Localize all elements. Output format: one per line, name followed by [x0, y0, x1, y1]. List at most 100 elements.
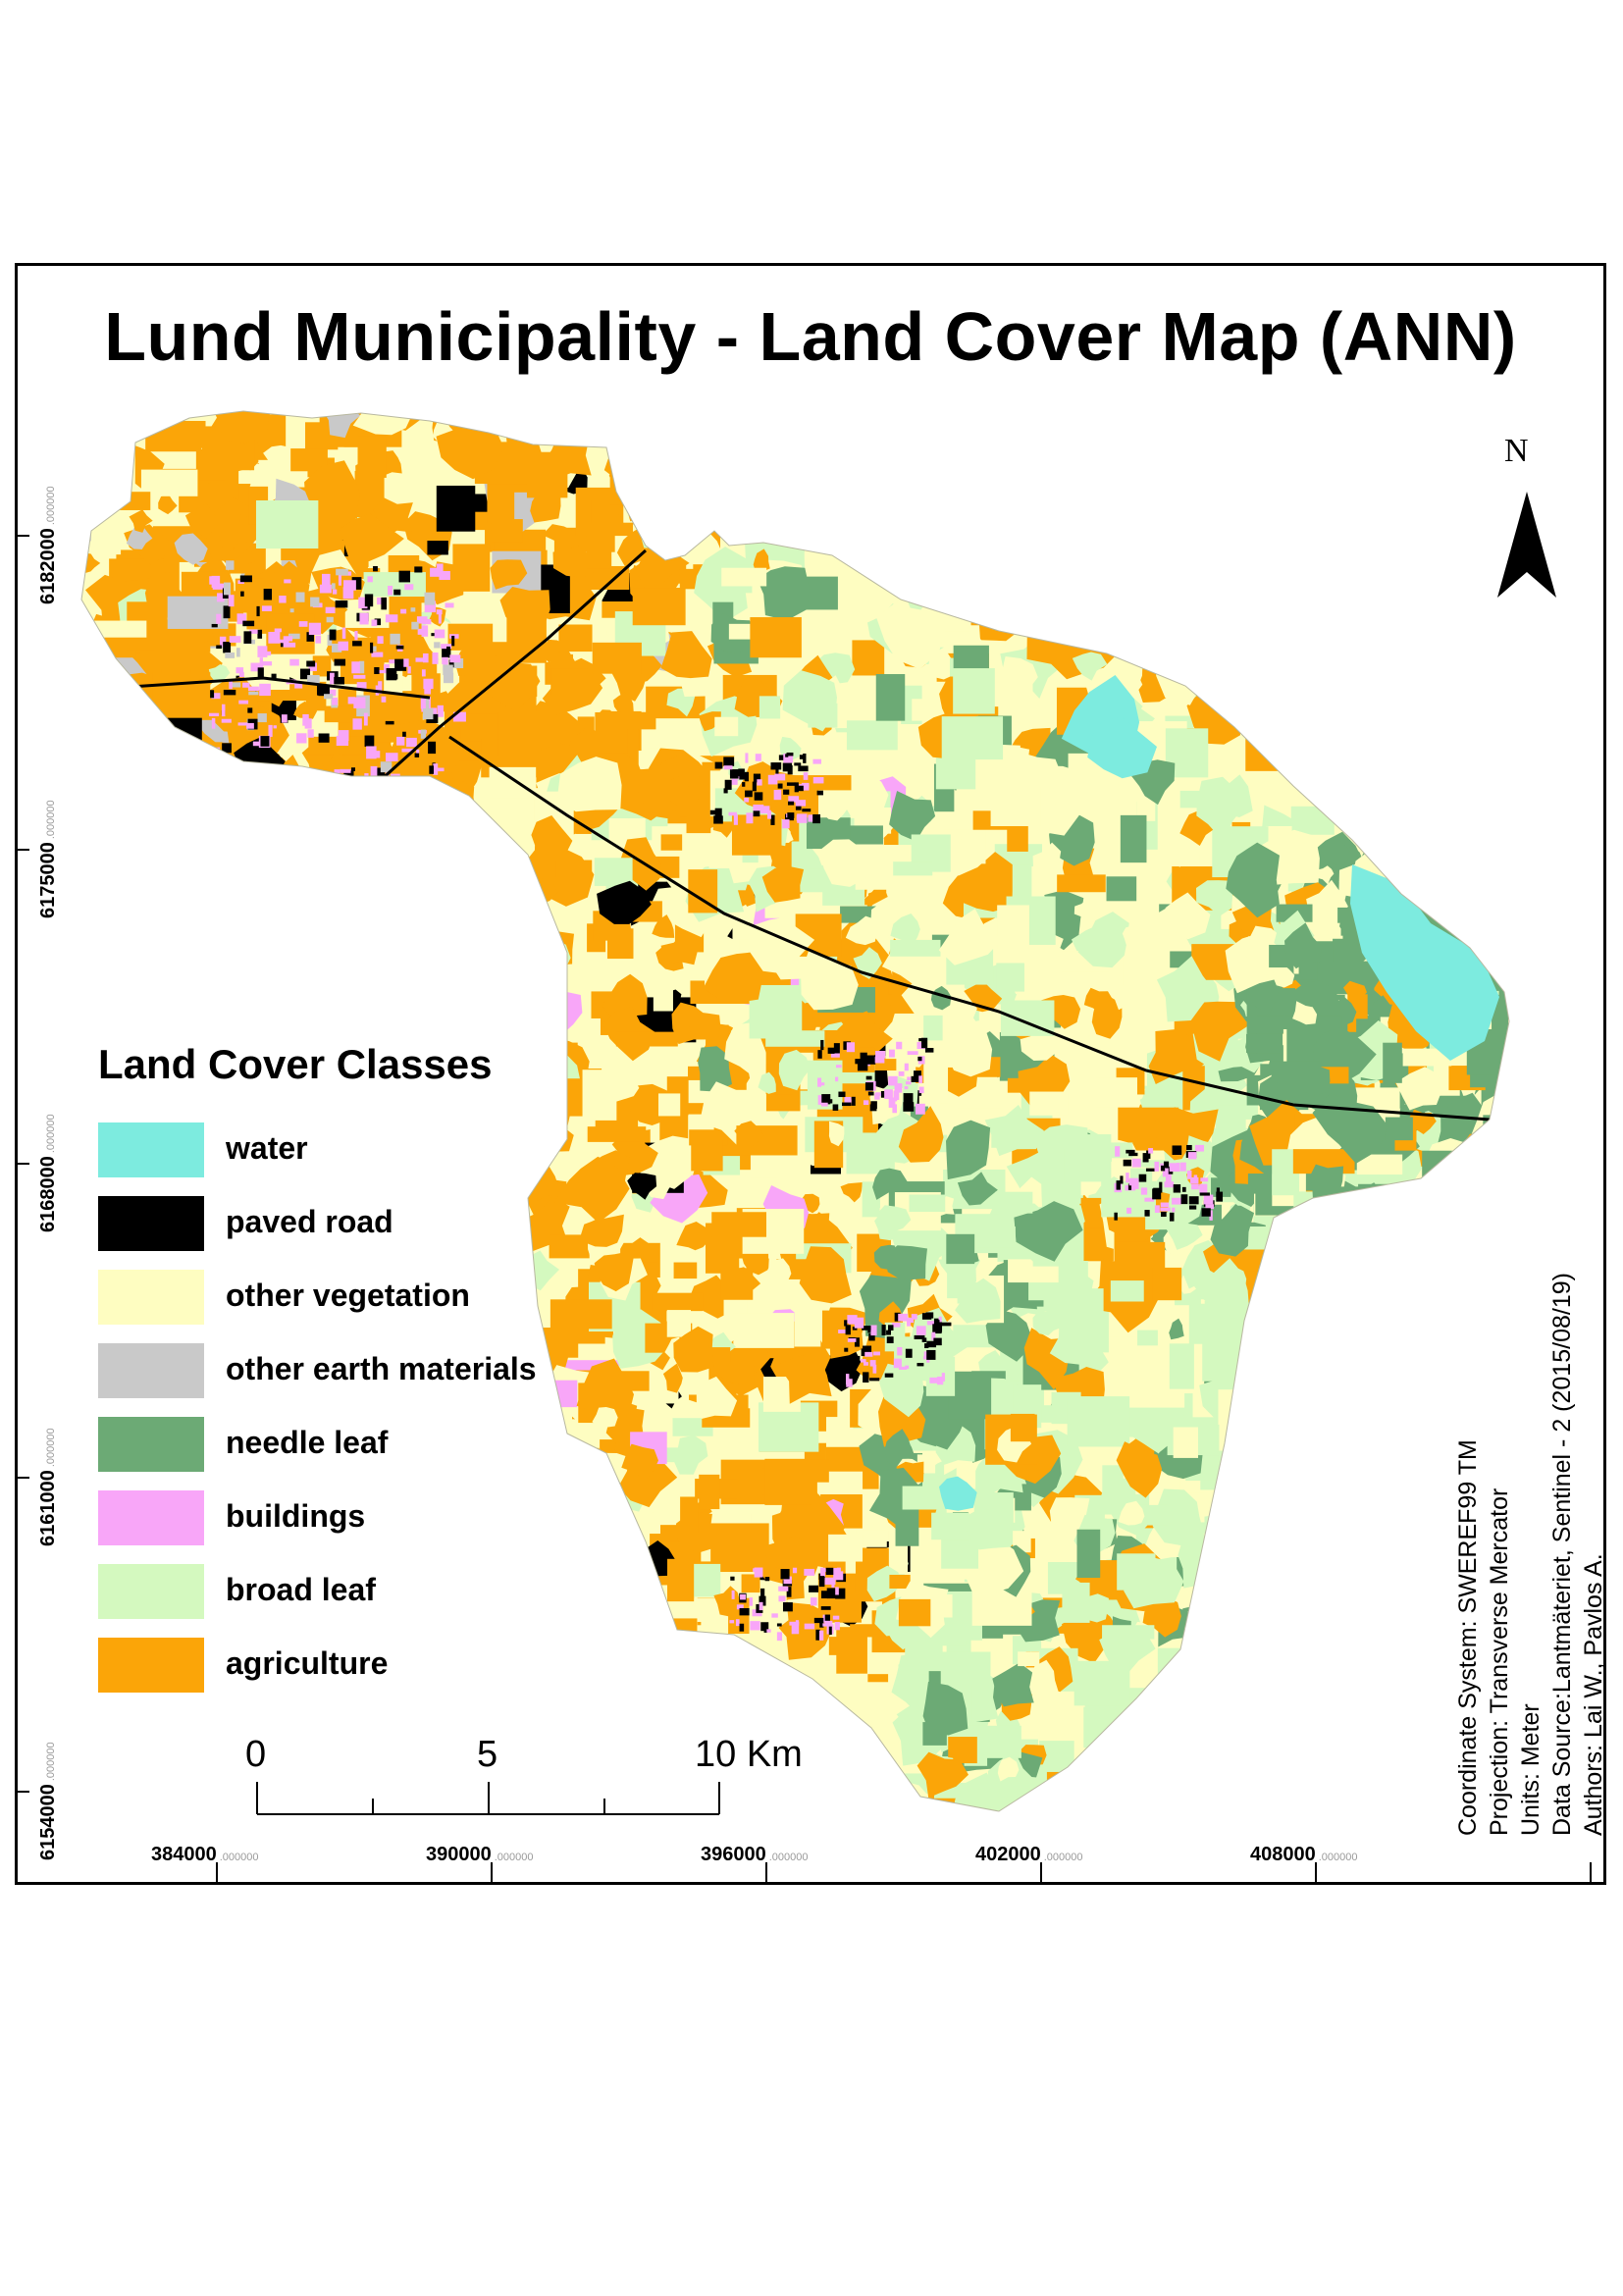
land-cover-patch	[1155, 597, 1218, 620]
land-cover-patch	[893, 861, 933, 876]
town-patch	[1172, 1197, 1181, 1205]
town-patch	[731, 778, 738, 785]
land-cover-patch	[263, 560, 305, 611]
land-cover-patch	[1252, 615, 1304, 683]
urban-patch	[246, 722, 254, 729]
town-patch	[926, 1321, 938, 1326]
urban-patch	[370, 765, 378, 779]
land-cover-patch	[352, 786, 398, 831]
town-patch	[795, 803, 802, 810]
land-cover-patch	[81, 724, 115, 785]
town-patch	[1200, 1177, 1209, 1182]
land-cover-patch	[91, 411, 132, 444]
land-cover-patch	[1072, 652, 1108, 681]
land-cover-patch	[610, 1561, 635, 1588]
land-cover-patch	[597, 880, 652, 924]
land-cover-patch	[1202, 1331, 1252, 1382]
land-cover-patch	[1245, 1665, 1306, 1707]
land-cover-patch	[845, 915, 878, 946]
town-patch	[857, 1355, 861, 1360]
urban-patch	[416, 749, 420, 754]
town-patch	[828, 1099, 833, 1104]
land-cover-patch	[1086, 558, 1121, 586]
town-patch	[1123, 1159, 1131, 1167]
land-cover-patch	[714, 716, 739, 737]
urban-patch	[446, 646, 450, 655]
urban-patch	[261, 605, 272, 611]
town-patch	[803, 772, 809, 780]
town-patch	[1146, 1150, 1151, 1159]
urban-patch	[212, 583, 226, 590]
land-cover-patch	[494, 1506, 560, 1565]
land-cover-patch	[1218, 1389, 1258, 1425]
town-patch	[1161, 1211, 1167, 1218]
land-cover-patch	[654, 1649, 711, 1698]
land-cover-patch	[164, 740, 183, 763]
town-patch	[1173, 1184, 1181, 1193]
land-cover-patch	[1191, 533, 1210, 553]
town-patch	[864, 1351, 873, 1357]
land-cover-patch	[702, 432, 724, 480]
land-cover-patch	[1114, 979, 1144, 1011]
urban-patch	[336, 735, 349, 747]
town-patch	[1186, 1144, 1192, 1151]
land-cover-patch	[357, 436, 387, 478]
urban-patch	[425, 698, 430, 710]
land-cover-patch	[898, 1106, 944, 1163]
x-tick-suffix: .000000	[494, 1852, 534, 1863]
urban-patch	[422, 619, 432, 625]
land-cover-patch	[1076, 1529, 1101, 1578]
land-cover-patch	[1017, 551, 1043, 577]
land-cover-patch	[602, 411, 644, 431]
land-cover-patch	[126, 525, 153, 549]
land-cover-patch	[1152, 1267, 1182, 1301]
town-patch	[812, 758, 822, 764]
land-cover-patch	[154, 420, 206, 448]
land-cover-patch	[561, 1489, 619, 1528]
town-patch	[794, 762, 802, 766]
urban-patch	[352, 641, 362, 647]
land-cover-patch	[1187, 1759, 1249, 1775]
land-cover-patch	[1473, 839, 1509, 900]
land-cover-patch	[592, 642, 642, 674]
town-patch	[820, 1039, 824, 1051]
land-cover-patch	[898, 1660, 921, 1681]
urban-patch	[451, 658, 464, 669]
town-patch	[898, 1070, 905, 1076]
urban-patch	[221, 718, 232, 723]
urban-patch	[347, 697, 356, 704]
land-cover-patch	[1502, 1156, 1509, 1189]
land-cover-patch	[1233, 1754, 1282, 1786]
other-earth-materials-swatch	[98, 1343, 204, 1398]
land-cover-patch	[81, 678, 124, 741]
town-patch	[903, 1093, 914, 1104]
legend-title: Land Cover Classes	[98, 1041, 493, 1087]
land-cover-patch	[1106, 583, 1149, 610]
land-cover-patch	[463, 411, 482, 432]
town-patch	[1126, 1149, 1135, 1154]
town-patch	[817, 1095, 824, 1105]
land-cover-patch	[127, 729, 148, 766]
urban-patch	[308, 662, 317, 671]
town-patch	[801, 782, 810, 791]
town-patch	[896, 1041, 903, 1050]
town-patch	[770, 814, 775, 825]
urban-patch	[294, 682, 303, 689]
land-cover-patch	[1332, 1197, 1371, 1219]
urban-patch	[289, 658, 299, 666]
urban-patch	[308, 622, 322, 636]
town-patch	[746, 812, 754, 824]
town-patch	[755, 754, 761, 761]
town-patch	[744, 771, 749, 782]
urban-patch	[386, 668, 397, 681]
urban-patch	[288, 705, 294, 714]
land-cover-patch	[542, 1619, 574, 1651]
land-cover-patch	[1024, 981, 1044, 1002]
land-cover-patch	[909, 1194, 946, 1213]
land-cover-patch	[222, 771, 269, 816]
legend-label: other vegetation	[226, 1278, 470, 1313]
town-patch	[846, 1042, 856, 1053]
land-cover-patch	[1010, 1413, 1035, 1442]
land-cover-patch	[639, 1644, 689, 1675]
land-cover-patch	[605, 411, 666, 435]
